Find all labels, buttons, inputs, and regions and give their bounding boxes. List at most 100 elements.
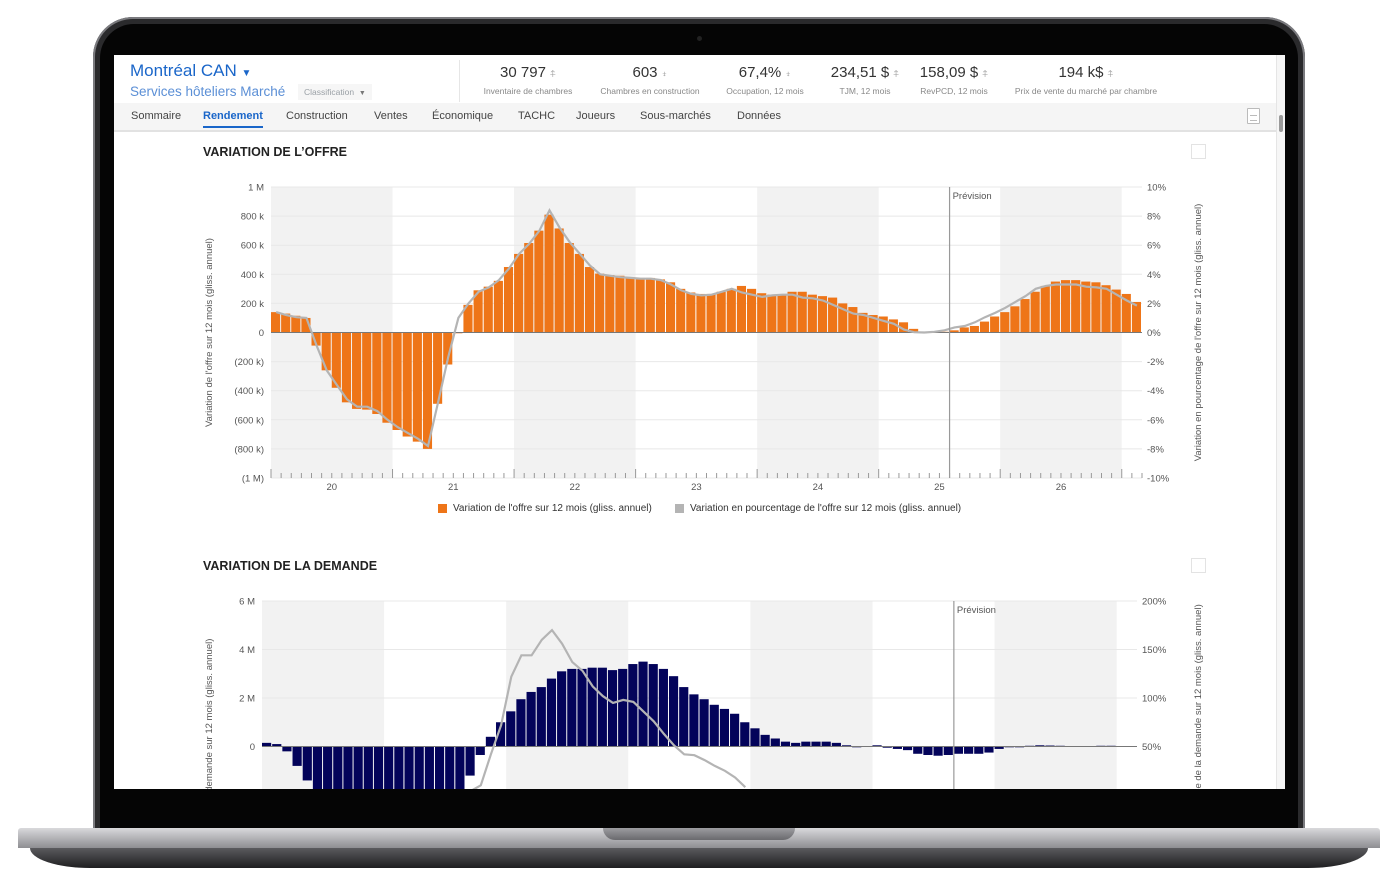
bar [343,746,353,789]
arrow-up-icon: ⍏ [982,69,989,80]
bar [888,319,898,333]
bar [787,291,797,333]
kpi-4: 158,09 $ ⍏ RevPCD, 12 mois [920,64,988,96]
bar [750,728,760,747]
kpi-label: TJM, 12 mois [839,86,891,96]
y2-tick-label: 8% [1147,212,1161,223]
bar [292,746,302,766]
arrow-up-icon: ⍏ [549,69,556,80]
bar [1081,281,1091,333]
tab-rendement[interactable]: Rendement [203,110,263,128]
bar [574,253,584,333]
bar [424,746,434,789]
y2-tick-label: -8% [1147,444,1164,455]
tab-joueurs[interactable]: Joueurs [576,110,616,122]
bar [841,745,852,747]
y-tick-label: (800 k) [234,444,264,455]
bar [625,277,635,333]
tab-économique[interactable]: Économique [432,110,494,122]
bar [312,746,323,789]
kpi-label: Prix de vente du marché par chambre [1014,86,1158,96]
bar [341,332,352,403]
y-tick-label: 600 k [241,241,264,252]
y-tick-label: 4 M [239,645,255,656]
bar [526,691,536,747]
bar [902,746,913,751]
bar [953,746,964,754]
bar [848,307,858,333]
y-tick-label: (600 k) [234,415,264,426]
bar [516,699,526,747]
bar [1000,312,1010,333]
bar [1131,301,1141,333]
bar [577,668,587,747]
kpi-label: Chambres en construction [600,86,700,96]
bar [394,746,404,789]
bar [465,746,475,776]
y2-tick-label: -4% [1147,386,1164,397]
bar [1101,285,1111,333]
classification-dropdown[interactable]: Classification ▼ [298,84,372,100]
y2-axis-title: Variation en pourcentage de la demande s… [1193,604,1204,789]
kpi-0: 30 797 ⍏ Inventaire de chambres [484,64,573,96]
bar [770,738,780,747]
bar [373,746,384,789]
legend-item-bar[interactable]: Variation de l'offre sur 12 mois (gliss.… [438,503,652,514]
bar [443,332,453,365]
y2-tick-label: -6% [1147,415,1164,426]
bar [828,297,838,333]
tab-ventes[interactable]: Ventes [374,110,408,122]
y-tick-label: (1 M) [242,474,264,485]
classification-label: Classification [304,87,355,97]
bar [726,288,736,333]
bar [878,316,888,333]
bar [645,277,655,333]
bar [404,746,414,789]
bar [534,230,544,333]
document-icon[interactable] [1247,108,1260,124]
legend-swatch-gray [675,504,684,513]
caret-down-icon: ▼ [241,68,252,79]
bar [994,746,1004,749]
tab-données[interactable]: Données [737,110,782,122]
bar [760,734,770,747]
bar [949,330,959,333]
expand-icon[interactable] [1191,144,1206,159]
bar [740,722,750,747]
bar [544,214,554,333]
tab-sommaire[interactable]: Sommaire [131,110,182,122]
chart-title-demand: VARIATION DE LA DEMANDE [203,559,378,573]
bar [706,293,716,333]
scrollbar-thumb[interactable] [1279,115,1283,132]
bar [392,332,402,430]
bar [384,746,394,789]
kpi-value: 234,51 $ [830,64,890,81]
kpi-3: 234,51 $ ⍏ TJM, 12 mois [831,64,899,96]
arrow-up-icon: ⍏ [1107,69,1114,80]
tab-sous-marchés[interactable]: Sous-marchés [640,110,711,122]
x-tick-label: 23 [691,482,702,493]
bar [964,746,974,754]
bar [1121,293,1131,333]
bar [1035,745,1045,747]
bar [716,291,726,333]
market-selector[interactable]: Montréal CAN ▼ [130,61,251,81]
scrollbar[interactable] [1276,55,1285,789]
laptop-base-bottom [30,848,1368,868]
legend-item-line[interactable]: Variation en pourcentage de l'offre sur … [675,503,961,514]
bar [587,667,597,747]
bar [567,668,577,747]
bar [1010,306,1020,333]
bar [323,746,333,789]
tab-construction[interactable]: Construction [286,110,348,122]
bar [301,317,311,333]
expand-icon[interactable] [1191,558,1206,573]
bar [262,742,272,747]
tab-tachc[interactable]: TACHC [518,110,556,122]
y2-tick-label: 200% [1142,597,1167,608]
kpi-value: 30 797 [500,64,546,81]
bar [797,291,807,333]
bar [455,746,465,789]
y2-tick-label: 150% [1142,645,1167,656]
bar [363,746,373,789]
